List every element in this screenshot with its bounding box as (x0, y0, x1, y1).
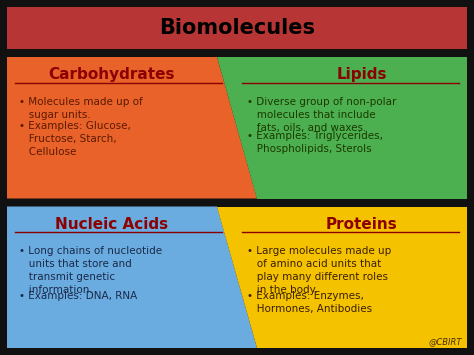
Text: Lipids: Lipids (337, 67, 387, 82)
Text: • Examples: Triglycerides,
   Phospholipids, Sterols: • Examples: Triglycerides, Phospholipids… (247, 131, 383, 154)
Text: Biomolecules: Biomolecules (159, 18, 315, 38)
Text: Carbohydrates: Carbohydrates (49, 67, 175, 82)
Polygon shape (7, 57, 257, 198)
Text: Nucleic Acids: Nucleic Acids (55, 217, 169, 232)
Text: • Examples: DNA, RNA: • Examples: DNA, RNA (19, 291, 137, 301)
Text: Proteins: Proteins (326, 217, 398, 232)
FancyBboxPatch shape (7, 7, 467, 49)
Text: • Diverse group of non-polar
   molecules that include
   fats, oils, and waxes.: • Diverse group of non-polar molecules t… (247, 97, 396, 133)
Polygon shape (7, 207, 257, 348)
Text: • Long chains of nucleotide
   units that store and
   transmit genetic
   infor: • Long chains of nucleotide units that s… (19, 246, 162, 295)
Text: • Molecules made up of
   sugar units.: • Molecules made up of sugar units. (19, 97, 143, 120)
Polygon shape (217, 57, 467, 198)
Text: • Examples: Enzymes,
   Hormones, Antibodies: • Examples: Enzymes, Hormones, Antibodie… (247, 291, 372, 314)
Text: • Examples: Glucose,
   Fructose, Starch,
   Cellulose: • Examples: Glucose, Fructose, Starch, C… (19, 121, 131, 157)
Text: @CBIRT: @CBIRT (428, 337, 462, 346)
Polygon shape (217, 207, 467, 348)
Text: • Large molecules made up
   of amino acid units that
   play many different rol: • Large molecules made up of amino acid … (247, 246, 391, 295)
